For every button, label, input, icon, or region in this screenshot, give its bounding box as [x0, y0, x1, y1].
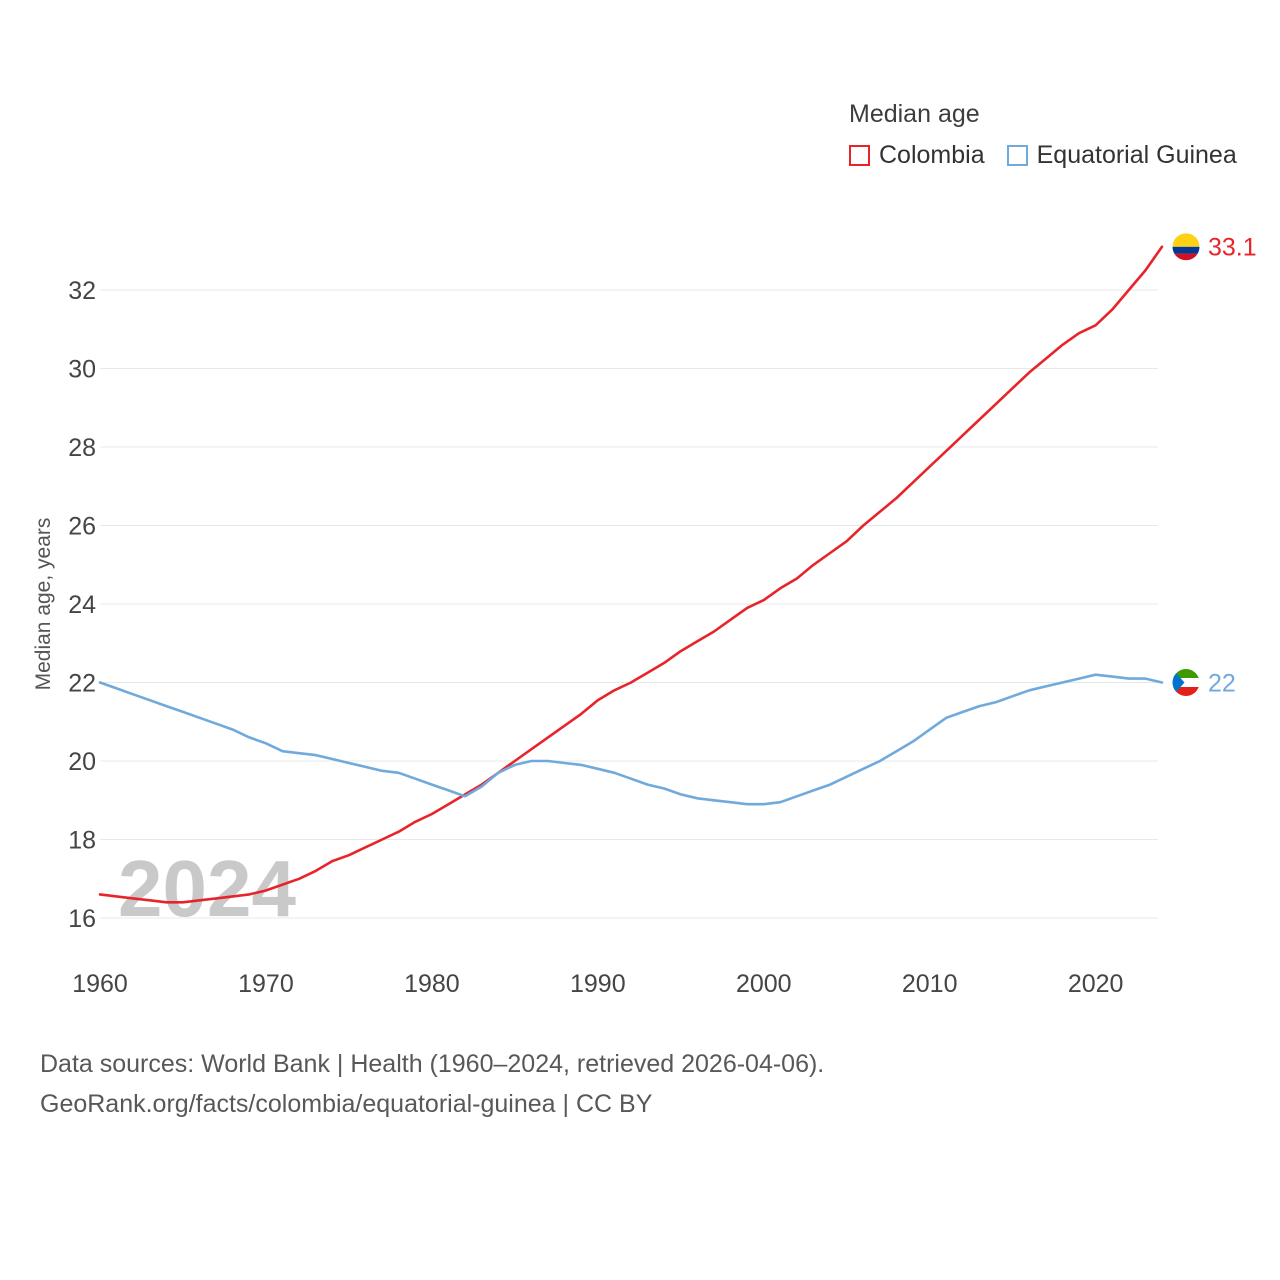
y-tick-label-20: 20 [68, 748, 96, 776]
legend-item-equatorial-guinea: Equatorial Guinea [1006, 141, 1237, 170]
y-tick-label-30: 30 [68, 355, 96, 383]
footer: Data sources: World Bank | Health (1960–… [40, 1044, 824, 1124]
x-tick-label-2020: 2020 [1068, 970, 1124, 998]
legend-item-colombia: Colombia [849, 141, 985, 170]
legend-label-equatorial-guinea: Equatorial Guinea [1036, 141, 1237, 169]
series-line-colombia [98, 245, 1164, 904]
y-tick-label-32: 32 [68, 277, 96, 305]
footer-attribution: GeoRank.org/facts/colombia/equatorial-gu… [40, 1090, 653, 1118]
colombia-swatch-icon [849, 145, 870, 166]
chart-legend: Median age Colombia Equatorial Guinea [849, 100, 1237, 170]
equatorial-guinea-flag-icon [1172, 669, 1200, 696]
end-value-label-colombia: 33.1 [1208, 234, 1257, 262]
colombia-flag-icon [1172, 233, 1200, 261]
y-tick-label-26: 26 [68, 512, 96, 540]
footer-data-sources: Data sources: World Bank | Health (1960–… [40, 1050, 825, 1078]
series-line-equatorial-guinea [98, 673, 1164, 806]
y-tick-label-18: 18 [68, 826, 96, 854]
y-axis-title: Median age, years [32, 518, 55, 691]
x-tick-label-2010: 2010 [902, 970, 958, 998]
y-tick-label-22: 22 [68, 669, 96, 697]
x-tick-label-1970: 1970 [238, 970, 294, 998]
x-tick-label-1990: 1990 [570, 970, 626, 998]
x-tick-label-1980: 1980 [404, 970, 460, 998]
legend-label-colombia: Colombia [879, 141, 985, 169]
legend-title: Median age [849, 100, 980, 128]
median-age-line-chart: 2024 16 18 20 22 24 26 28 30 32 1960 1970 1980 1990 20… [0, 200, 1280, 1010]
legend-items: Colombia Equatorial Guinea [849, 141, 1237, 170]
x-tick-label-2000: 2000 [736, 970, 792, 998]
x-tick-label-1960: 1960 [72, 970, 128, 998]
y-tick-label-16: 16 [68, 905, 96, 933]
y-tick-label-24: 24 [68, 591, 96, 619]
equatorial-guinea-swatch-icon [1006, 145, 1028, 166]
end-value-label-equatorial-guinea: 22 [1208, 669, 1236, 697]
y-tick-label-28: 28 [68, 434, 96, 462]
